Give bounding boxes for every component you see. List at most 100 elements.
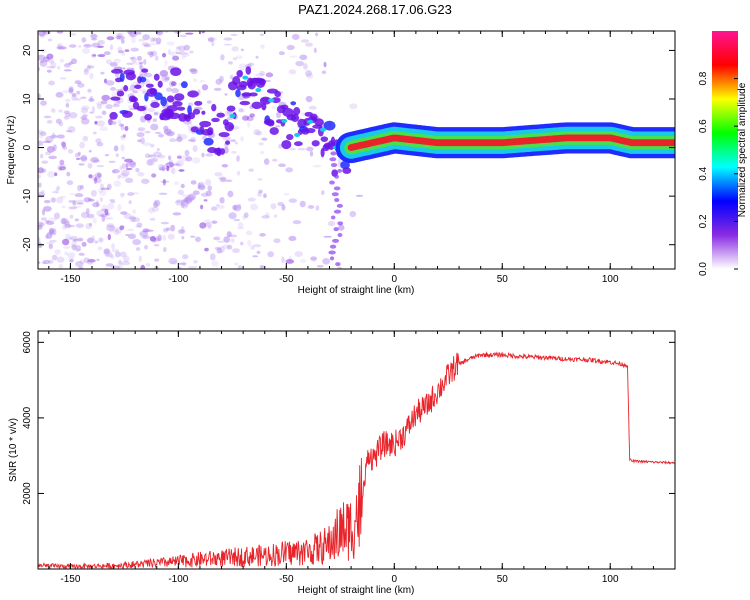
noise-speckle bbox=[59, 58, 65, 63]
noise-speckle bbox=[45, 220, 50, 223]
noise-speckle bbox=[273, 238, 281, 244]
ridge-tail-blob bbox=[333, 186, 341, 191]
colorbar-tick-label: 0.2 bbox=[698, 214, 709, 228]
noise-speckle bbox=[124, 158, 133, 163]
noise-speckle bbox=[129, 161, 136, 168]
noise-speckle bbox=[53, 228, 57, 236]
noise-speckle bbox=[140, 264, 146, 269]
noise-speckle bbox=[138, 61, 144, 65]
noise-speckle bbox=[80, 211, 90, 219]
noise-speckle bbox=[305, 42, 313, 47]
ridge-blob bbox=[111, 68, 123, 74]
noise-speckle bbox=[55, 118, 62, 124]
noise-speckle bbox=[59, 195, 66, 199]
noise-speckle bbox=[43, 205, 52, 212]
noise-speckle bbox=[43, 199, 51, 204]
y-tick-label: 10 bbox=[22, 93, 33, 105]
ridge-blob bbox=[271, 97, 281, 104]
noise-speckle bbox=[146, 159, 154, 166]
noise-speckle bbox=[80, 155, 88, 162]
noise-speckle bbox=[113, 101, 117, 106]
ridge-blob bbox=[314, 118, 324, 127]
noise-speckle bbox=[156, 31, 161, 34]
noise-speckle bbox=[38, 130, 45, 135]
noise-speckle bbox=[48, 155, 58, 160]
noise-speckle bbox=[80, 96, 87, 99]
noise-speckle bbox=[87, 162, 93, 169]
ridge-blob bbox=[201, 110, 206, 115]
noise-speckle bbox=[238, 63, 247, 71]
noise-speckle bbox=[281, 204, 286, 211]
ridge-blob bbox=[199, 120, 212, 128]
noise-speckle bbox=[80, 107, 89, 114]
noise-speckle bbox=[355, 194, 364, 197]
noise-speckle bbox=[46, 69, 52, 73]
noise-speckle bbox=[159, 69, 169, 77]
ridge-tail-blob bbox=[334, 174, 340, 179]
noise-speckle bbox=[96, 164, 105, 168]
noise-speckle bbox=[132, 62, 142, 65]
noise-speckle bbox=[237, 221, 244, 229]
noise-speckle bbox=[153, 112, 159, 116]
noise-speckle bbox=[92, 131, 97, 135]
noise-speckle bbox=[90, 189, 97, 197]
noise-speckle bbox=[105, 104, 113, 110]
noise-speckle bbox=[131, 36, 136, 43]
noise-speckle bbox=[59, 159, 65, 166]
noise-speckle bbox=[259, 232, 266, 237]
noise-speckle bbox=[45, 135, 54, 143]
noise-speckle bbox=[119, 172, 128, 179]
ridge-blob bbox=[218, 131, 230, 138]
noise-speckle bbox=[56, 256, 65, 263]
noise-speckle bbox=[216, 203, 220, 208]
ridge-blob bbox=[286, 133, 294, 141]
noise-speckle bbox=[53, 212, 61, 220]
noise-speckle bbox=[109, 62, 118, 67]
noise-speckle bbox=[71, 244, 77, 250]
noise-speckle bbox=[185, 32, 194, 35]
noise-speckle bbox=[46, 119, 53, 124]
noise-speckle bbox=[38, 191, 46, 198]
noise-speckle bbox=[92, 217, 97, 224]
noise-speckle bbox=[121, 225, 125, 229]
noise-speckle bbox=[107, 233, 111, 241]
ridge-blob bbox=[160, 96, 168, 107]
noise-speckle bbox=[61, 224, 67, 230]
ridge-tail-blob bbox=[332, 238, 340, 243]
noise-speckle bbox=[72, 248, 82, 252]
noise-speckle bbox=[38, 182, 42, 188]
noise-speckle bbox=[140, 235, 148, 239]
noise-speckle bbox=[162, 234, 167, 241]
ridge-blob bbox=[187, 90, 199, 98]
noise-speckle bbox=[63, 115, 70, 120]
ridge-blob bbox=[267, 120, 275, 127]
noise-speckle bbox=[143, 244, 149, 250]
ridge-blob bbox=[274, 90, 282, 98]
noise-speckle bbox=[211, 220, 218, 224]
noise-speckle bbox=[96, 103, 103, 110]
spectrogram-ridge bbox=[109, 66, 675, 267]
ridge-blob bbox=[187, 112, 196, 120]
noise-speckle bbox=[205, 190, 212, 197]
noise-speckle bbox=[92, 202, 100, 208]
noise-speckle bbox=[221, 163, 229, 168]
noise-speckle bbox=[89, 111, 94, 114]
noise-speckle bbox=[203, 199, 208, 202]
ridge-hotspot bbox=[294, 132, 301, 137]
noise-speckle bbox=[220, 54, 225, 61]
noise-speckle bbox=[215, 78, 222, 85]
noise-speckle bbox=[118, 123, 124, 127]
noise-speckle bbox=[149, 236, 157, 242]
noise-speckle bbox=[140, 178, 150, 184]
noise-speckle bbox=[223, 146, 229, 154]
noise-speckle bbox=[39, 222, 46, 227]
noise-speckle bbox=[349, 210, 357, 218]
noise-speckle bbox=[86, 259, 94, 265]
noise-speckle bbox=[106, 224, 116, 232]
noise-speckle bbox=[213, 87, 222, 91]
noise-speckle bbox=[237, 226, 245, 230]
noise-speckle bbox=[64, 220, 70, 227]
noise-speckle bbox=[46, 66, 55, 69]
noise-speckle bbox=[323, 235, 333, 238]
